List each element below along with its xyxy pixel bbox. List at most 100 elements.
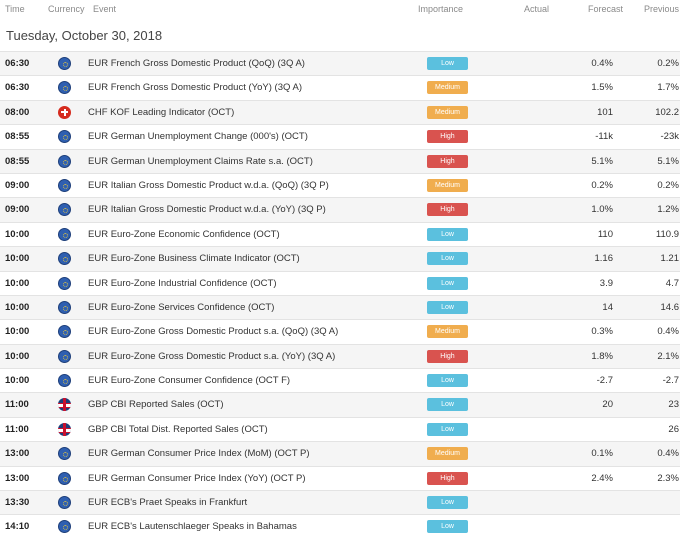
importance-badge: High <box>427 471 468 485</box>
swiss-flag-icon <box>58 105 71 119</box>
event-name[interactable]: EUR Euro-Zone Gross Domestic Product s.a… <box>88 350 336 362</box>
table-row[interactable]: 10:00 EUR Euro-Zone Consumer Confidence (… <box>0 368 680 392</box>
header-previous: Previous <box>644 4 680 14</box>
table-row[interactable]: 10:00 EUR Euro-Zone Gross Domestic Produc… <box>0 343 680 369</box>
table-row[interactable]: 10:00 EUR Euro-Zone Services Confidence (… <box>0 294 680 320</box>
table-row[interactable]: 09:00 EUR Italian Gross Domestic Product … <box>0 197 680 222</box>
event-name[interactable]: EUR Italian Gross Domestic Product w.d.a… <box>88 204 326 216</box>
importance-badge: Medium <box>427 81 468 95</box>
uk-flag-icon <box>58 422 71 436</box>
previous-value: -23k <box>660 131 679 143</box>
header-time: Time <box>5 4 25 14</box>
event-time: 10:00 <box>5 228 30 240</box>
importance-badge: Medium <box>427 325 468 339</box>
eu-flag-icon <box>58 227 71 241</box>
event-name[interactable]: EUR German Consumer Price Index (YoY) (O… <box>88 472 306 484</box>
event-name[interactable]: EUR Italian Gross Domestic Product w.d.a… <box>88 179 329 191</box>
previous-value: 23 <box>668 399 679 411</box>
eu-flag-icon <box>58 349 71 363</box>
importance-badge: Low <box>427 252 468 266</box>
table-row[interactable]: 10:00 EUR Euro-Zone Economic Confidence (… <box>0 221 680 246</box>
previous-value: 0.2% <box>657 58 679 69</box>
forecast-value: 0.4% <box>591 58 613 69</box>
previous-value: 2.3% <box>657 472 679 484</box>
header-forecast: Forecast <box>588 4 624 14</box>
header-importance: Importance <box>418 4 464 14</box>
table-header: Time Currency Event Importance Actual Fo… <box>0 0 680 20</box>
event-name[interactable]: EUR German Unemployment Claims Rate s.a.… <box>88 155 313 167</box>
event-time: 10:00 <box>5 277 30 289</box>
event-name[interactable]: EUR Euro-Zone Business Climate Indicator… <box>88 253 300 265</box>
importance-badge: High <box>427 154 468 168</box>
table-row[interactable]: 08:55 EUR German Unemployment Claims Rate… <box>0 148 680 173</box>
forecast-value: 3.9 <box>599 277 613 289</box>
table-row[interactable]: 13:30 EUR ECB's Praet Speaks in Frankfurt… <box>0 490 680 515</box>
forecast-value: 110 <box>597 228 613 240</box>
event-name[interactable]: EUR Euro-Zone Services Confidence (OCT) <box>88 301 275 313</box>
events-table: 06:30 EUR French Gross Domestic Product (… <box>0 51 680 539</box>
eu-flag-icon <box>58 325 71 339</box>
event-time: 10:00 <box>5 253 30 265</box>
event-time: 11:00 <box>5 399 29 411</box>
event-time: 08:55 <box>5 155 30 167</box>
event-time: 10:00 <box>5 301 30 313</box>
importance-badge: High <box>427 349 468 363</box>
event-name[interactable]: CHF KOF Leading Indicator (OCT) <box>88 106 235 118</box>
table-row[interactable]: 11:00 GBP CBI Total Dist. Reported Sales … <box>0 416 680 441</box>
table-row[interactable]: 10:00 EUR Euro-Zone Gross Domestic Produc… <box>0 319 680 343</box>
previous-value: 0.2% <box>657 179 679 191</box>
previous-value: 1.7% <box>657 82 679 94</box>
eu-flag-icon <box>58 57 71 70</box>
previous-value: 1.2% <box>657 204 679 216</box>
forecast-value: 0.3% <box>591 326 613 338</box>
forecast-value: 14 <box>602 301 613 313</box>
table-row[interactable]: 06:30 EUR French Gross Domestic Product (… <box>0 51 680 76</box>
previous-value: 110.9 <box>655 228 679 240</box>
event-time: 10:00 <box>5 375 30 387</box>
event-time: 09:00 <box>5 179 30 191</box>
table-row[interactable]: 09:00 EUR Italian Gross Domestic Product … <box>0 172 680 197</box>
table-row[interactable]: 14:10 EUR ECB's Lautenschlaeger Speaks in… <box>0 514 680 538</box>
event-name[interactable]: EUR Euro-Zone Economic Confidence (OCT) <box>88 228 280 240</box>
event-name[interactable]: EUR Euro-Zone Industrial Confidence (OCT… <box>88 277 277 289</box>
event-name[interactable]: EUR ECB's Lautenschlaeger Speaks in Baha… <box>88 521 297 533</box>
table-row[interactable]: 08:55 EUR German Unemployment Change (000… <box>0 124 680 148</box>
uk-flag-icon <box>58 398 71 412</box>
event-name[interactable]: EUR Euro-Zone Gross Domestic Product s.a… <box>88 326 339 338</box>
table-row[interactable]: 11:00 GBP CBI Reported Sales (OCT) Low 20 23 <box>0 392 680 417</box>
event-time: 13:30 <box>5 497 30 509</box>
table-row[interactable]: 13:00 EUR German Consumer Price Index (Yo… <box>0 465 680 490</box>
event-name[interactable]: EUR French Gross Domestic Product (QoQ) … <box>88 58 305 69</box>
forecast-value: 1.5% <box>591 82 613 94</box>
previous-value: 0.4% <box>657 326 679 338</box>
table-row[interactable]: 10:00 EUR Euro-Zone Industrial Confidence… <box>0 270 680 295</box>
importance-badge: Low <box>427 57 468 70</box>
importance-badge: Medium <box>427 105 468 119</box>
event-name[interactable]: EUR German Unemployment Change (000's) (… <box>88 131 308 143</box>
forecast-value: 1.16 <box>594 253 614 265</box>
table-row[interactable]: 13:00 EUR German Consumer Price Index (Mo… <box>0 441 680 466</box>
event-name[interactable]: EUR French Gross Domestic Product (YoY) … <box>88 82 302 94</box>
eu-flag-icon <box>58 154 71 168</box>
table-row[interactable]: 10:00 EUR Euro-Zone Business Climate Indi… <box>0 246 680 271</box>
event-time: 10:00 <box>5 326 30 338</box>
eu-flag-icon <box>58 178 71 192</box>
table-row[interactable]: 08:00 CHF KOF Leading Indicator (OCT) Medi… <box>0 99 680 125</box>
eu-flag-icon <box>58 203 71 217</box>
event-name[interactable]: GBP CBI Reported Sales (OCT) <box>88 399 224 411</box>
eu-flag-icon <box>58 276 71 290</box>
importance-badge: Low <box>427 276 468 290</box>
event-name[interactable]: EUR Euro-Zone Consumer Confidence (OCT F… <box>88 375 291 387</box>
table-row[interactable]: 06:30 EUR French Gross Domestic Product (… <box>0 75 680 99</box>
forecast-value: 0.1% <box>591 448 613 460</box>
eu-flag-icon <box>58 130 71 144</box>
event-name[interactable]: EUR German Consumer Price Index (MoM) (O… <box>88 448 310 460</box>
eu-flag-icon <box>58 471 71 485</box>
previous-value: 1.21 <box>660 253 680 265</box>
previous-value: 0.4% <box>657 448 679 460</box>
event-name[interactable]: GBP CBI Total Dist. Reported Sales (OCT) <box>88 423 268 435</box>
importance-badge: Low <box>427 422 468 436</box>
header-actual: Actual <box>524 4 550 14</box>
importance-badge: Medium <box>427 178 468 192</box>
event-name[interactable]: EUR ECB's Praet Speaks in Frankfurt <box>88 497 248 509</box>
